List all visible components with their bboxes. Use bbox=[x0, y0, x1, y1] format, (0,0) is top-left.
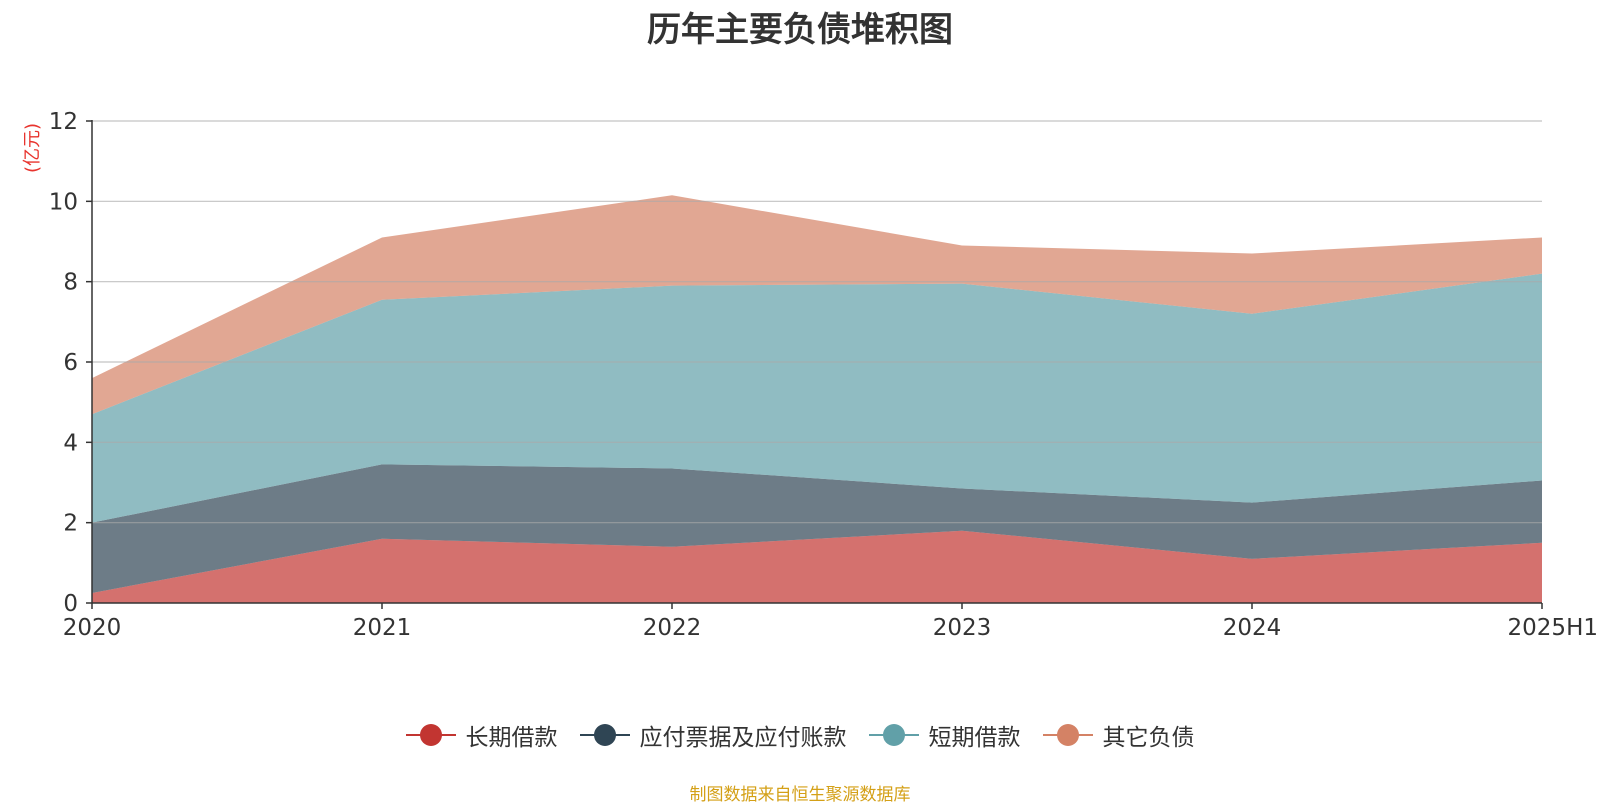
x-tick-label-3: 2023 bbox=[933, 615, 992, 641]
legend-marker-icon bbox=[868, 724, 919, 746]
area-series-2 bbox=[92, 273, 1542, 523]
x-tick-label-5: 2025H1 bbox=[1508, 615, 1598, 641]
legend-item-0[interactable]: 长期借款 bbox=[405, 718, 558, 752]
y-tick-label-4: 8 bbox=[63, 270, 78, 296]
data-source-note: 制图数据来自恒生聚源数据库 bbox=[689, 785, 911, 805]
legend-marker-icon bbox=[405, 724, 456, 746]
x-tick-label-4: 2024 bbox=[1223, 615, 1282, 641]
x-tick-label-2: 2022 bbox=[643, 615, 702, 641]
y-tick-label-1: 2 bbox=[63, 511, 78, 537]
area-series-1 bbox=[92, 464, 1542, 593]
x-tick-label-0: 2020 bbox=[63, 615, 122, 641]
legend-label: 其它负债 bbox=[1102, 725, 1195, 751]
y-tick-label-3: 6 bbox=[63, 350, 78, 376]
y-tick-label-5: 10 bbox=[49, 189, 78, 215]
area-series-0 bbox=[92, 530, 1542, 603]
chart-title: 历年主要负债堆积图 bbox=[647, 10, 953, 50]
y-tick-label-2: 4 bbox=[63, 430, 78, 456]
x-tick-label-1: 2021 bbox=[353, 615, 412, 641]
legend-item-3[interactable]: 其它负债 bbox=[1042, 718, 1195, 752]
chart-legend: 长期借款 应付票据及应付账款 短期借款 其它负债 bbox=[0, 718, 1600, 752]
legend-label: 短期借款 bbox=[928, 725, 1021, 751]
legend-item-2[interactable]: 短期借款 bbox=[868, 718, 1021, 752]
legend-item-1[interactable]: 应付票据及应付账款 bbox=[579, 718, 847, 752]
legend-marker-icon bbox=[1042, 724, 1093, 746]
legend-marker-icon bbox=[579, 724, 630, 746]
legend-label: 应付票据及应付账款 bbox=[639, 725, 847, 751]
stacked-area-chart: 0 2 4 6 8 10 12 2020 2021 2022 2023 2024 2025H1 bbox=[49, 109, 1598, 641]
y-tick-label-6: 12 bbox=[49, 109, 78, 135]
legend-label: 长期借款 bbox=[465, 725, 558, 751]
area-series-3 bbox=[92, 195, 1542, 415]
y-tick-label-0: 0 bbox=[63, 591, 78, 617]
